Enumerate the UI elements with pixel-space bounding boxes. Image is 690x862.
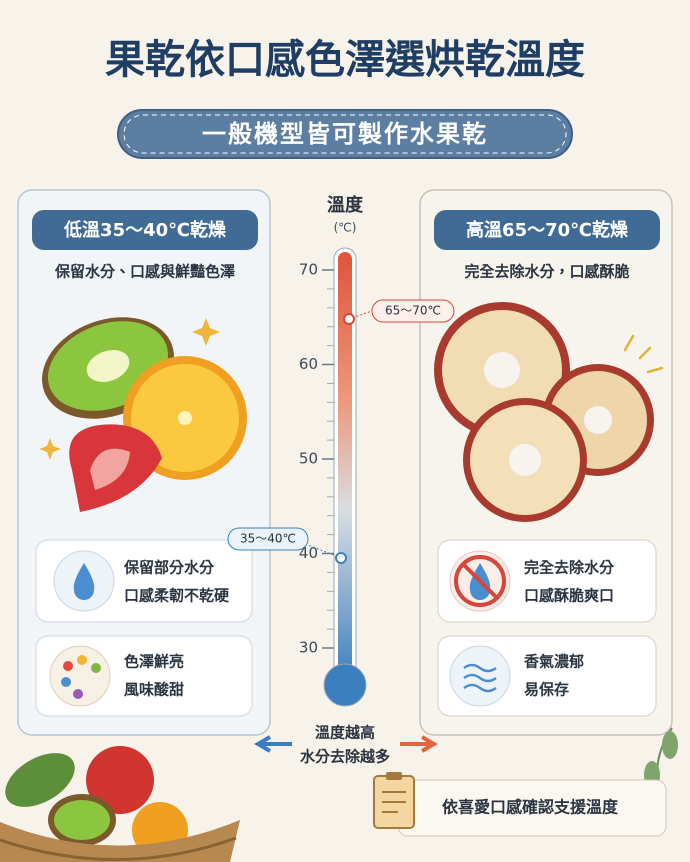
dried-apple [434, 302, 664, 522]
left-heading-pill [32, 210, 258, 250]
palette-dot [63, 661, 73, 671]
thermometer-unit: (℃) [334, 221, 357, 235]
thermometer-bulb [323, 663, 367, 707]
fruit-basket [0, 746, 240, 862]
thermometer-fill [338, 252, 352, 682]
basket-weave [0, 836, 237, 861]
high-marker-label: 65～70℃ [385, 304, 441, 318]
feature-text: 口感酥脆爽口 [524, 587, 614, 605]
no-icon-slash [461, 562, 499, 600]
fresh-fruit [39, 317, 247, 512]
subtitle-pill [117, 109, 573, 159]
feature-text: 風味酸甜 [124, 681, 184, 699]
palette-dot [77, 655, 87, 665]
sparkle [192, 318, 220, 346]
thermometer-title: 溫度 [327, 194, 364, 216]
sparkle [39, 438, 61, 460]
palette-dot [61, 677, 71, 687]
tick-label: 70 [299, 261, 318, 279]
palette-dot [73, 689, 83, 699]
tick-label: 30 [299, 639, 318, 657]
right-heading-pill [434, 210, 660, 250]
icon-circle [449, 645, 511, 707]
low-marker-dot [335, 552, 347, 564]
clipboard-lines [382, 791, 406, 813]
feature-text: 保留部分水分 [123, 559, 215, 577]
footer-note: 依喜愛口感確認支援溫度 [442, 798, 619, 817]
strawberry-inside [90, 448, 130, 490]
no-icon [454, 555, 506, 607]
kiwi-flesh [54, 800, 110, 840]
apple [86, 746, 154, 814]
crisp-lines [623, 334, 664, 374]
apple-ring-hole [509, 444, 541, 476]
clipboard-clip [386, 772, 402, 780]
feature-text: 完全去除水分 [524, 559, 615, 577]
apple-ring-hole [484, 352, 520, 388]
high-marker-pill [371, 299, 455, 323]
leaf [5, 753, 75, 807]
aroma-icon [463, 663, 497, 693]
water-drop-icon [73, 563, 95, 600]
basket [0, 820, 240, 862]
feature-text: 易保存 [524, 681, 569, 699]
subtitle-border [123, 114, 567, 154]
apple-ring-hole [584, 406, 612, 434]
left-description: 保留水分、口感與鮮豔色澤 [54, 263, 235, 281]
low-marker-pill [227, 527, 309, 551]
arrow-caption: 水分去除越多 [300, 748, 390, 766]
low-marker-label: 35～40℃ [240, 532, 296, 546]
kiwi-core [86, 350, 130, 382]
leaf [662, 731, 678, 759]
tick-group: 70 60 50 40 30 [299, 261, 334, 657]
tick-label: 40 [299, 544, 318, 562]
right-description: 完全去除水分，口感酥脆 [464, 263, 629, 281]
feature-text: 口感柔韌不乾硬 [124, 587, 230, 605]
palette-dot [91, 663, 101, 673]
high-marker-dot [343, 313, 355, 325]
feature-text: 香氣濃郁 [524, 653, 584, 671]
right-heading: 高溫65～70℃乾燥 [466, 219, 628, 241]
title: 果乾依口感色澤選烘乾溫度 [105, 37, 585, 83]
orange-core [178, 411, 192, 425]
feature-text: 色澤鮮亮 [124, 653, 184, 671]
left-heading: 低溫35～40℃乾燥 [63, 219, 226, 241]
tick-label: 60 [299, 355, 318, 373]
subtitle: 一般機型皆可製作水果乾 [202, 120, 488, 148]
arrow-caption: 溫度越高 [315, 724, 375, 742]
palette-icon [49, 645, 111, 707]
left-arrow [254, 735, 292, 753]
tick-label: 50 [299, 450, 318, 468]
right-arrow [400, 735, 438, 753]
